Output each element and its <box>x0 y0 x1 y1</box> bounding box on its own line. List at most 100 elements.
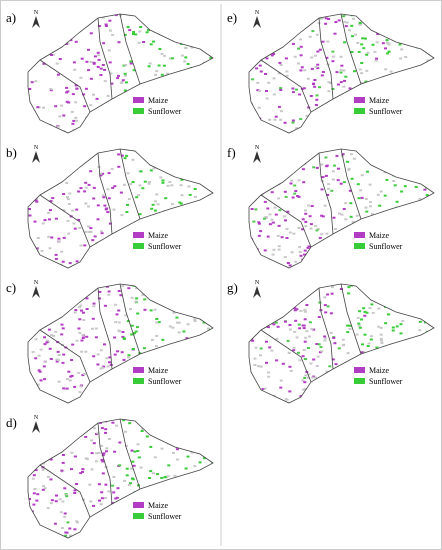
pixel <box>29 19 33 21</box>
pixel <box>208 340 212 343</box>
pixel <box>203 474 207 477</box>
pixel <box>92 93 95 96</box>
pixel <box>252 297 256 300</box>
pixel <box>170 293 174 296</box>
pixel <box>111 33 115 36</box>
pixel <box>295 308 299 311</box>
pixel <box>330 286 334 288</box>
pixel <box>37 461 41 463</box>
pixel <box>304 336 308 339</box>
pixel <box>92 442 96 445</box>
pixel <box>339 182 343 185</box>
pixel <box>342 85 346 88</box>
pixel <box>320 163 324 166</box>
pixel <box>304 225 308 228</box>
pixel <box>346 324 350 327</box>
pixel <box>78 533 81 536</box>
pixel <box>99 503 103 506</box>
pixel <box>198 208 202 211</box>
pixel <box>285 237 289 239</box>
pixel <box>99 74 103 76</box>
pixel <box>173 156 177 159</box>
pixel <box>79 76 83 79</box>
pixel <box>113 450 117 453</box>
pixel <box>158 252 162 255</box>
pixel <box>139 466 143 469</box>
legend-swatch <box>354 232 365 238</box>
pixel <box>397 258 401 261</box>
pixel <box>59 157 63 160</box>
pixel <box>337 19 341 22</box>
pixel <box>151 472 155 475</box>
pixel <box>138 184 142 187</box>
pixel <box>48 289 51 292</box>
pixel <box>168 181 172 183</box>
pixel <box>49 311 53 314</box>
pixel <box>67 428 70 431</box>
pixel <box>375 214 379 217</box>
pixel <box>406 210 410 213</box>
pixel <box>335 71 339 74</box>
pixel <box>424 109 428 112</box>
pixel <box>62 236 66 239</box>
pixel <box>164 197 168 200</box>
pixel <box>264 216 268 218</box>
pixel <box>299 69 303 72</box>
pixel <box>303 253 307 256</box>
pixel <box>433 162 434 165</box>
pixel <box>265 131 269 133</box>
pixel <box>386 52 390 55</box>
pixel <box>114 113 117 116</box>
pixel <box>67 203 71 205</box>
pixel <box>309 95 313 97</box>
pixel <box>348 189 352 192</box>
pixel <box>61 461 65 464</box>
pixel <box>153 492 157 495</box>
pixel <box>304 374 308 377</box>
pixel <box>193 319 197 322</box>
sub-boundary <box>260 59 312 113</box>
pixel <box>307 376 310 379</box>
pixel <box>323 117 327 120</box>
pixel <box>188 258 192 261</box>
land-cover <box>249 14 434 133</box>
pixel <box>339 132 343 133</box>
pixel <box>172 480 176 483</box>
pixel <box>393 301 397 304</box>
pixel <box>202 398 206 401</box>
pixel <box>134 300 138 303</box>
pixel <box>30 81 34 84</box>
pixel <box>198 236 202 239</box>
pixel <box>303 69 307 72</box>
pixel <box>62 288 66 291</box>
pixel <box>124 64 128 67</box>
pixel <box>161 266 165 268</box>
pixel <box>54 253 58 256</box>
pixel <box>393 295 397 298</box>
pixel <box>85 290 89 293</box>
pixel <box>425 177 429 180</box>
pixel <box>143 219 147 222</box>
pixel <box>95 97 99 100</box>
pixel <box>70 149 74 152</box>
pixel <box>129 482 132 485</box>
pixel <box>89 227 93 230</box>
pixel <box>321 71 325 73</box>
pixel <box>190 164 194 167</box>
pixel <box>87 230 91 233</box>
pixel <box>157 428 161 431</box>
pixel <box>278 209 282 212</box>
pixel <box>109 245 113 248</box>
pixel <box>87 48 90 51</box>
pixel <box>120 233 124 236</box>
pixel <box>334 390 338 393</box>
pixel <box>334 239 338 242</box>
pixel <box>364 37 367 40</box>
pixel <box>171 210 175 213</box>
pixel <box>382 216 386 219</box>
pixel <box>125 154 129 157</box>
pixel <box>135 196 139 199</box>
pixel <box>326 305 330 308</box>
pixel <box>74 40 78 43</box>
pixel <box>131 348 135 350</box>
